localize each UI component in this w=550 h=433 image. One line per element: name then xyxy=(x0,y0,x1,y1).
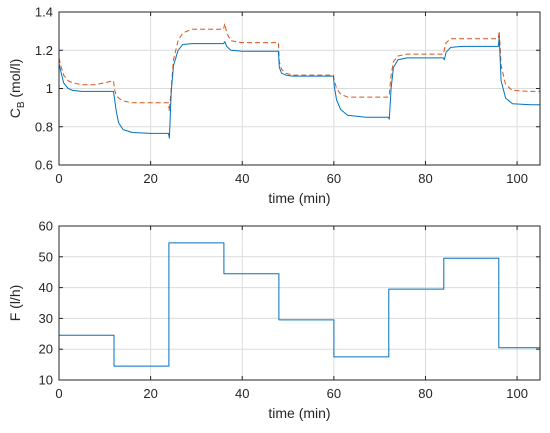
concentration-plot: 0 20 40 60 80 100 0.6 0.8 1 1.2 1.4 time (min) CB (m… xyxy=(7,5,541,206)
x-tick-label: 0 xyxy=(55,386,62,401)
flow-plot-area xyxy=(59,226,540,380)
y-tick-label: 20 xyxy=(39,342,53,357)
y-tick-label: 50 xyxy=(39,249,53,264)
x-tick-label: 80 xyxy=(418,171,432,186)
concentration-y-axis-label: CB (mol/l) xyxy=(7,59,27,119)
x-tick-label: 100 xyxy=(506,171,528,186)
y-tick-label: 1.2 xyxy=(35,43,53,58)
x-tick-label: 20 xyxy=(143,386,157,401)
y-tick-label: 1 xyxy=(46,81,53,96)
x-tick-label: 80 xyxy=(418,386,432,401)
concentration-series-solid-line xyxy=(58,36,540,139)
concentration-series-dashed-line xyxy=(58,23,540,112)
y-tick-label: 60 xyxy=(39,219,53,234)
x-tick-label: 20 xyxy=(143,171,157,186)
y-tick-label: 1.4 xyxy=(35,5,53,20)
x-tick-label: 100 xyxy=(506,386,528,401)
y-tick-label: 10 xyxy=(39,373,53,388)
flow-rate-plot: 0 20 40 60 80 100 10 20 30 40 50 60 time (min) F (l/h… xyxy=(7,219,541,421)
x-tick-label: 40 xyxy=(235,171,249,186)
concentration-x-axis-label: time (min) xyxy=(268,190,330,206)
x-tick-label: 60 xyxy=(327,386,341,401)
flow-axes-frame xyxy=(58,225,541,381)
y-tick-label: 30 xyxy=(39,311,53,326)
flow-series-solid-line xyxy=(58,242,540,367)
y-tick-label: 40 xyxy=(39,280,53,295)
flow-x-axis-label: time (min) xyxy=(268,405,330,421)
x-tick-label: 60 xyxy=(327,171,341,186)
y-tick-label: 0.6 xyxy=(35,158,53,173)
y-tick-label: 0.8 xyxy=(35,119,53,134)
flow-y-axis-label: F (l/h) xyxy=(7,285,23,322)
x-tick-label: 40 xyxy=(235,386,249,401)
x-tick-label: 0 xyxy=(55,171,62,186)
